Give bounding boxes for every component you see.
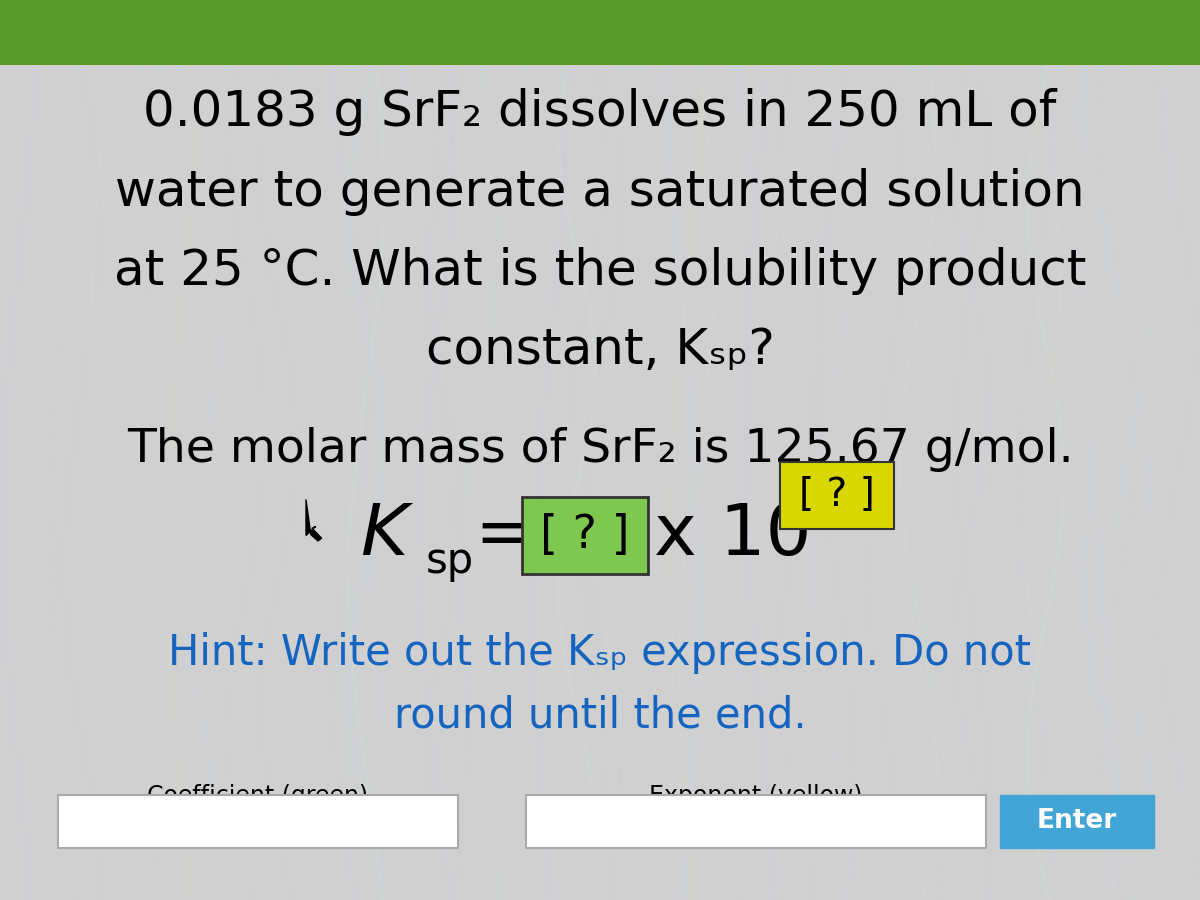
- Text: constant, Kₛₚ?: constant, Kₛₚ?: [426, 326, 774, 374]
- Text: [ ? ]: [ ? ]: [799, 476, 875, 515]
- Text: at 25 °C. What is the solubility product: at 25 °C. What is the solubility product: [114, 247, 1086, 295]
- FancyBboxPatch shape: [58, 795, 458, 848]
- Text: K: K: [360, 501, 407, 570]
- FancyBboxPatch shape: [522, 497, 648, 574]
- FancyBboxPatch shape: [1000, 795, 1154, 848]
- Text: 0.0183 g SrF₂ dissolves in 250 mL of: 0.0183 g SrF₂ dissolves in 250 mL of: [143, 88, 1057, 137]
- Text: Coefficient (green): Coefficient (green): [148, 785, 368, 808]
- Text: Enter: Enter: [1037, 808, 1117, 834]
- Text: [ ? ]: [ ? ]: [540, 513, 630, 558]
- Text: round until the end.: round until the end.: [394, 695, 806, 736]
- FancyBboxPatch shape: [780, 462, 894, 529]
- Bar: [0, 0, 1200, 65]
- Text: The molar mass of SrF₂ is 125.67 g/mol.: The molar mass of SrF₂ is 125.67 g/mol.: [127, 428, 1073, 473]
- Text: x 10: x 10: [654, 501, 811, 570]
- Polygon shape: [306, 500, 322, 541]
- Text: Hint: Write out the Kₛₚ expression. Do not: Hint: Write out the Kₛₚ expression. Do n…: [168, 632, 1032, 673]
- Text: sp: sp: [426, 540, 474, 581]
- Text: water to generate a saturated solution: water to generate a saturated solution: [115, 167, 1085, 216]
- Text: Exponent (yellow): Exponent (yellow): [649, 785, 863, 808]
- Text: =: =: [474, 501, 534, 570]
- FancyBboxPatch shape: [526, 795, 986, 848]
